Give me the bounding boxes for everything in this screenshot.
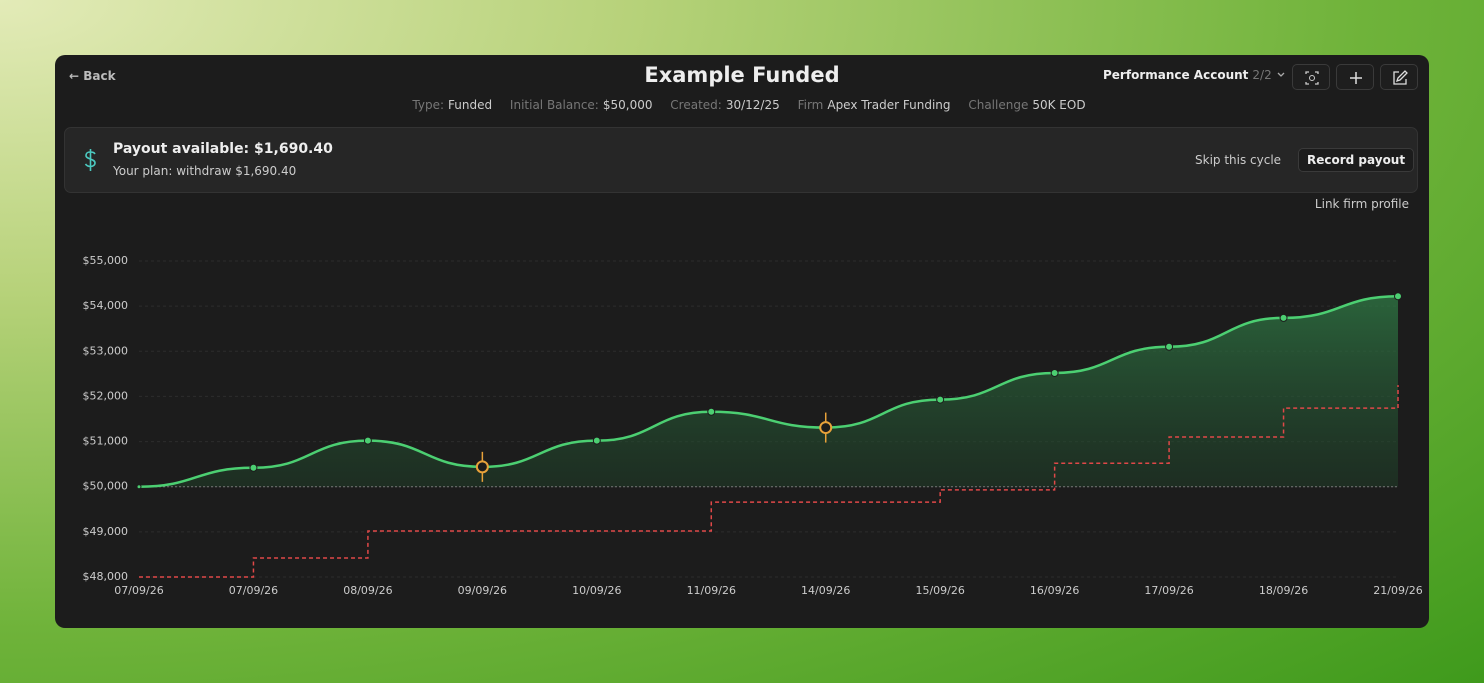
meta-value: Apex Trader Funding	[827, 98, 951, 112]
screenshot-button[interactable]	[1292, 64, 1330, 90]
point	[136, 484, 142, 490]
dollar-icon	[84, 149, 96, 171]
balance-line	[138, 294, 1399, 488]
meta-value: $50,000	[602, 98, 653, 112]
x-tick-label: 08/09/26	[343, 584, 392, 597]
x-tick-label: 15/09/26	[915, 584, 964, 597]
balance-area	[139, 296, 1398, 487]
meta-label: Type:	[412, 98, 445, 112]
x-tick-label: 10/09/26	[572, 584, 621, 597]
point	[249, 463, 258, 472]
skip-button[interactable]: Skip this cycle	[1195, 153, 1282, 167]
account-count: 2/2	[1252, 68, 1272, 82]
x-tick-label: 11/09/26	[687, 584, 736, 597]
payout-marker	[819, 421, 833, 435]
point	[1050, 368, 1059, 377]
back-button[interactable]: ← Back	[69, 69, 116, 83]
meta-label: Challenge	[968, 98, 1029, 112]
account-selector[interactable]: Performance Account 2/2	[1103, 68, 1286, 82]
point	[592, 436, 601, 445]
y-tick-label: $49,000	[83, 525, 129, 538]
meta-label: Initial Balance:	[509, 98, 599, 112]
point	[936, 395, 945, 404]
record-button[interactable]: Record payout	[1298, 148, 1415, 172]
payout-marker	[475, 460, 489, 474]
x-tick-label: 16/09/26	[1030, 584, 1079, 597]
point	[1165, 342, 1174, 351]
y-tick-label: $48,000	[83, 570, 129, 583]
x-tick-label: 21/09/26	[1373, 584, 1422, 597]
y-tick-label: $50,000	[83, 480, 129, 493]
point	[1394, 292, 1402, 301]
x-tick-label: 07/09/26	[229, 584, 278, 597]
meta-label: Firm	[797, 98, 824, 112]
x-tick-label: 17/09/26	[1144, 584, 1193, 597]
payout-plan: Your plan: withdraw $1,690.40	[113, 164, 297, 178]
meta-label: Created:	[670, 98, 722, 112]
account-name: Performance Account	[1103, 68, 1249, 82]
drawdown-line	[139, 385, 1399, 578]
meta-value: 50K EOD	[1032, 98, 1086, 112]
y-tick-label: $55,000	[83, 254, 129, 267]
meta: Type: Funded Initial Balance: $50,000 Crea…	[55, 98, 1429, 112]
y-tick-label: $51,000	[83, 435, 129, 448]
account-card: ← Back Example Funded Type: Funded Initia…	[55, 55, 1429, 628]
x-tick-label: 18/09/26	[1259, 584, 1308, 597]
x-tick-label: 09/09/26	[458, 584, 507, 597]
y-tick-label: $53,000	[83, 344, 129, 357]
meta-value: Funded	[448, 98, 493, 112]
payout-title: Payout available: $1,690.40	[113, 141, 333, 157]
point	[363, 436, 372, 445]
x-tick-label: 07/09/26	[114, 584, 163, 597]
add-button[interactable]	[1336, 64, 1374, 90]
y-tick-label: $52,000	[83, 389, 129, 402]
point	[707, 407, 716, 416]
x-tick-label: 14/09/26	[801, 584, 850, 597]
edit-button[interactable]	[1380, 64, 1418, 90]
point	[1279, 313, 1288, 322]
payout-banner: Payout available: $1,690.40 Your plan: w…	[64, 127, 1418, 193]
link-firm[interactable]: Link firm profile	[1314, 197, 1409, 211]
back-label: Back	[83, 69, 116, 83]
chevron	[1277, 72, 1285, 77]
title: Example Funded	[644, 63, 840, 87]
meta-value: 30/12/25	[725, 98, 780, 112]
y-tick-label: $54,000	[83, 299, 129, 312]
